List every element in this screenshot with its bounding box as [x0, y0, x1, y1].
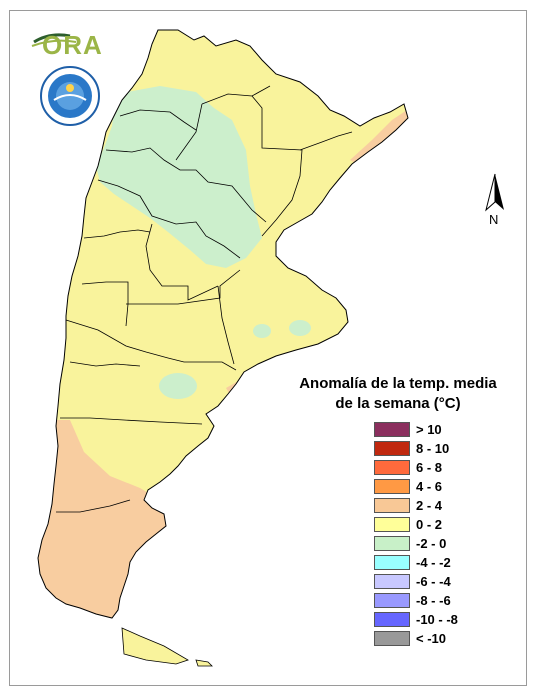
legend-label: 6 - 8	[416, 460, 443, 475]
legend-item: -4 - -2	[374, 553, 494, 572]
legend-item: > 10	[374, 420, 494, 439]
legend-label: 0 - 2	[416, 517, 443, 532]
legend: > 10 8 - 10 6 - 8 4 - 6 2 - 4 0 - 2 -2 - 0 -4 -…	[374, 420, 494, 648]
ora-logo-swoosh	[31, 33, 77, 47]
legend-item: -6 - -4	[374, 572, 494, 591]
legend-swatch	[374, 536, 410, 551]
legend-label: -6 - -4	[416, 574, 451, 589]
legend-label: -10 - -8	[416, 612, 458, 627]
legend-swatch	[374, 555, 410, 570]
legend-swatch	[374, 593, 410, 608]
legend-item: 4 - 6	[374, 477, 494, 496]
legend-label: 8 - 10	[416, 441, 450, 456]
legend-item: -10 - -8	[374, 610, 494, 629]
legend-label: 4 - 6	[416, 479, 443, 494]
north-label: N	[489, 212, 499, 227]
legend-label: -8 - -6	[416, 593, 451, 608]
legend-swatch	[374, 612, 410, 627]
legend-label: < -10	[416, 631, 446, 646]
legend-item: 6 - 8	[374, 458, 494, 477]
ora-logo: ORA	[30, 26, 110, 60]
legend-swatch	[374, 517, 410, 532]
legend-label: -4 - -2	[416, 555, 451, 570]
legend-item: 0 - 2	[374, 515, 494, 534]
legend-item: 8 - 10	[374, 439, 494, 458]
legend-swatch	[374, 631, 410, 646]
legend-swatch	[374, 460, 410, 475]
north-arrow-icon: N	[482, 172, 508, 232]
legend-title: Anomalía de la temp. media de la semana …	[282, 374, 514, 414]
legend-title-line-2: de la semana (°C)	[335, 395, 461, 412]
legend-item: < -10	[374, 629, 494, 648]
smn-seal-logo	[40, 66, 100, 126]
legend-swatch	[374, 422, 410, 437]
map-frame	[9, 10, 527, 686]
legend-swatch	[374, 441, 410, 456]
legend-item: -8 - -6	[374, 591, 494, 610]
legend-swatch	[374, 498, 410, 513]
legend-swatch	[374, 479, 410, 494]
legend-item: 2 - 4	[374, 496, 494, 515]
legend-label: 2 - 4	[416, 498, 443, 513]
legend-item: -2 - 0	[374, 534, 494, 553]
legend-label: -2 - 0	[416, 536, 447, 551]
ora-logo-text: ORA	[42, 30, 103, 60]
legend-swatch	[374, 574, 410, 589]
legend-title-line-1: Anomalía de la temp. media	[299, 375, 497, 392]
legend-label: > 10	[416, 422, 442, 437]
